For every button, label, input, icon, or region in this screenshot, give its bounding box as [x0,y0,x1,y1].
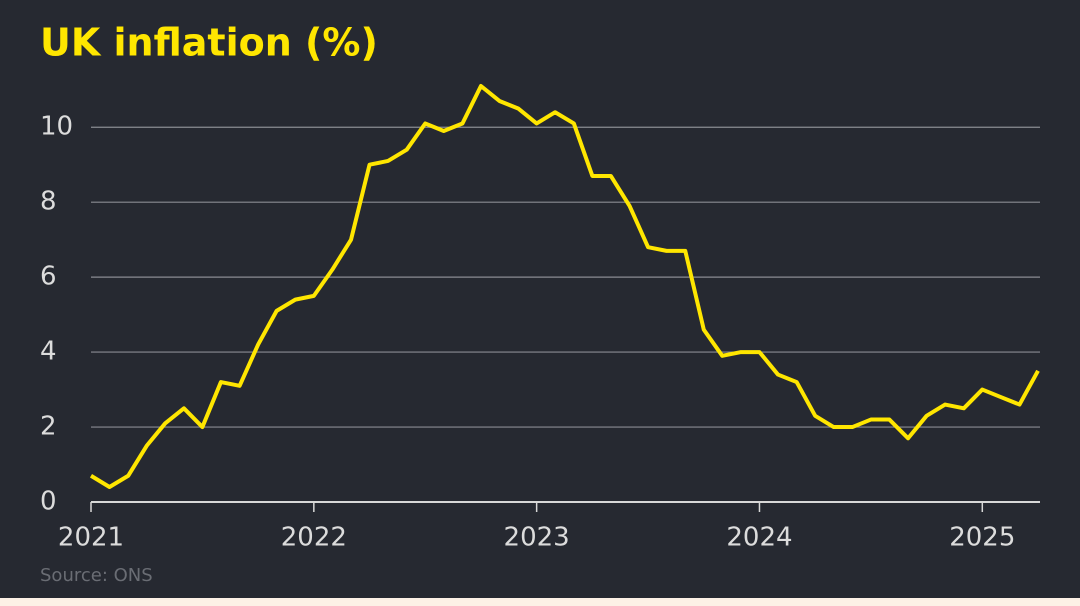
x-tick-label: 2021 [58,523,124,553]
x-tick-label: 2022 [281,523,347,553]
y-tick-label: 8 [40,187,57,217]
chart-title: UK inflation (%) [40,21,378,65]
y-tick-label: 2 [40,412,57,442]
line [89,83,1040,490]
y-tick-label: 4 [40,337,57,367]
y-tick-label: 6 [40,262,57,292]
y-tick-label: 0 [40,487,57,517]
x-tick-label: 2025 [949,523,1015,553]
source: Source: ONS [40,565,153,586]
y-tick-label: 10 [40,112,73,142]
x-tick-label: 2024 [726,523,792,553]
x-tick-label: 2023 [504,523,570,553]
